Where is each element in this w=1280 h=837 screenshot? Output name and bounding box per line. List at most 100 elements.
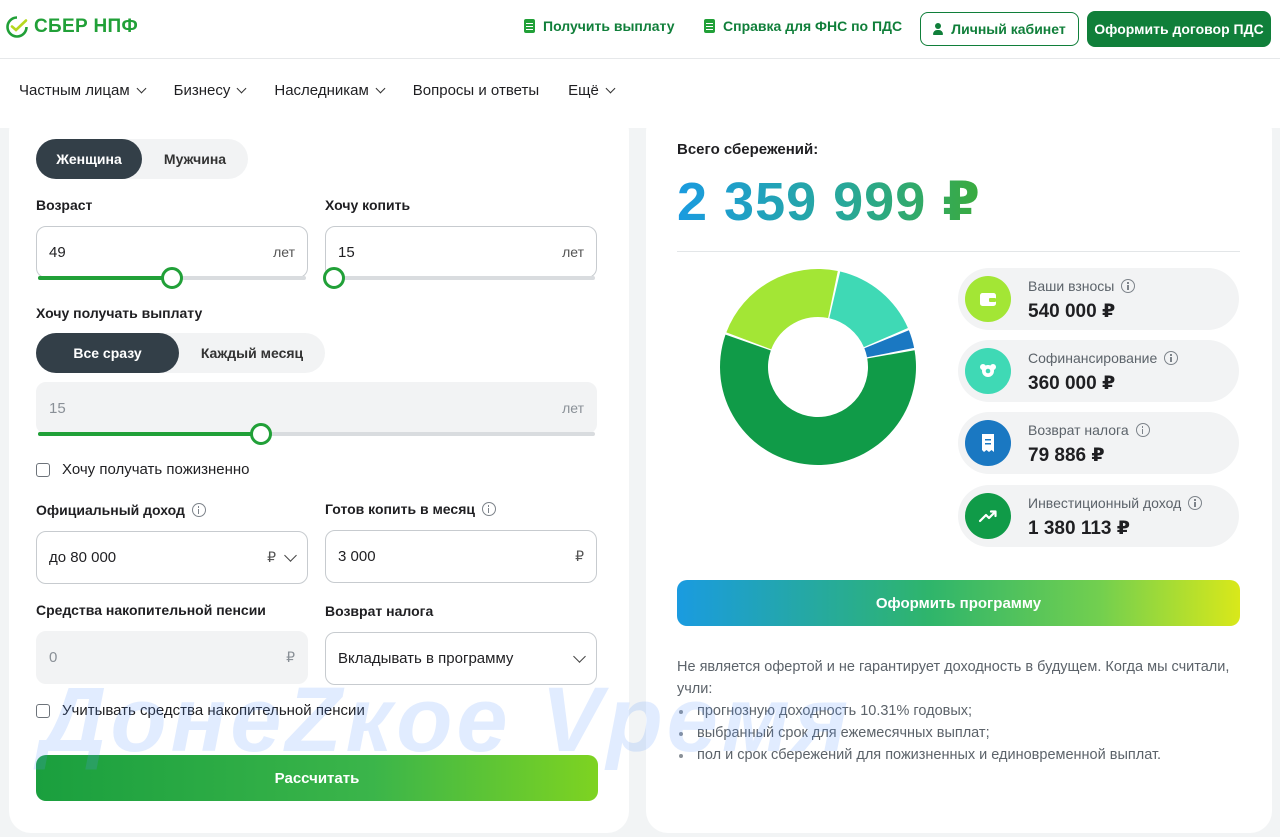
nav-label: Вопросы и ответы <box>412 82 540 99</box>
nav-item-heirs[interactable]: Наследникам <box>274 82 386 99</box>
stat-value: 79 886 ₽ <box>1028 445 1105 466</box>
fns-certificate-label: Справка для ФНС по ПДС <box>723 18 903 34</box>
pension-funds-input[interactable]: 0 ₽ <box>36 631 308 684</box>
chevron-down-icon <box>136 83 147 94</box>
income-label-text: Официальный доход <box>36 502 185 518</box>
disclaimer-intro: Не является офертой и не гарантирует дох… <box>677 659 1230 697</box>
get-payout-label: Получить выплату <box>543 18 675 34</box>
tax-return-select[interactable]: Вкладывать в программу <box>325 632 597 685</box>
nav-label: Частным лицам <box>19 82 130 99</box>
disclaimer-item: пол и срок сбережений для пожизненных и … <box>677 744 1237 766</box>
pension-funds-label: Средства накопительной пенсии <box>36 602 266 618</box>
lifetime-checkbox-label: Хочу получать пожизненно <box>62 461 250 478</box>
stat-label-text: Возврат налога <box>1028 422 1129 438</box>
stat-value: 540 000 ₽ <box>1028 301 1116 322</box>
income-currency: ₽ <box>267 549 276 565</box>
age-slider-fill <box>38 276 172 280</box>
save-years-slider-track[interactable] <box>327 276 595 280</box>
pension-checkbox-box[interactable] <box>36 703 50 718</box>
contract-button[interactable]: Оформить договор ПДС <box>1087 11 1271 47</box>
age-slider-handle[interactable] <box>161 267 183 289</box>
gender-male-option[interactable]: Мужчина <box>163 151 227 167</box>
gender-female-option[interactable]: Женщина <box>36 139 142 179</box>
stat-label: Софинансирование <box>1028 350 1179 366</box>
income-value: до 80 000 <box>49 549 117 566</box>
info-icon[interactable] <box>1164 351 1179 365</box>
info-icon[interactable] <box>1121 279 1136 293</box>
nav-item-faq[interactable]: Вопросы и ответы <box>413 82 539 99</box>
income-suffix: ₽ <box>267 548 297 566</box>
payout-lump-sum-option[interactable]: Все сразу <box>36 333 179 373</box>
payout-years-value: 15 <box>49 399 66 417</box>
info-icon[interactable] <box>1188 496 1203 510</box>
donut-slice-investment <box>720 334 916 466</box>
wallet-icon <box>965 276 1011 322</box>
tax-return-label: Возврат налога <box>325 603 433 619</box>
save-years-slider-handle[interactable] <box>323 267 345 289</box>
lifetime-checkbox-box[interactable] <box>36 462 50 477</box>
chevron-down-icon <box>236 83 247 94</box>
payout-years-unit: лет <box>562 400 584 416</box>
save-years-input[interactable]: 15 лет <box>325 226 597 278</box>
save-years-unit: лет <box>562 244 584 260</box>
payout-years-input[interactable]: 15 лет <box>36 382 597 434</box>
pension-checkbox-label: Учитывать средства накопительной пенсии <box>62 702 365 719</box>
receipt-icon <box>965 420 1011 466</box>
disclaimer-list: прогнозную доходность 10.31% годовых; вы… <box>677 700 1237 766</box>
chevron-down-icon <box>605 83 616 94</box>
fns-certificate-link[interactable]: Справка для ФНС по ПДС <box>704 18 902 34</box>
stat-label-text: Инвестиционный доход <box>1028 495 1182 511</box>
stat-value: 1 380 113 ₽ <box>1028 518 1130 539</box>
nav-label: Бизнесу <box>173 82 231 99</box>
lifetime-checkbox[interactable]: Хочу получать пожизненно <box>36 461 250 478</box>
apply-program-button[interactable]: Оформить программу <box>677 580 1240 626</box>
total-savings-label: Всего сбережений: <box>677 141 819 158</box>
payout-years-slider-track[interactable] <box>38 432 595 436</box>
stat-label: Возврат налога <box>1028 422 1150 438</box>
tax-return-label-text: Возврат налога <box>325 603 434 619</box>
disclaimer-item: выбранный срок для ежемесячных выплат; <box>677 722 1237 744</box>
monthly-input[interactable]: 3 000 ₽ <box>325 530 597 583</box>
stat-label: Ваши взносы <box>1028 278 1136 294</box>
get-payout-link[interactable]: Получить выплату <box>524 18 675 34</box>
chevron-down-icon <box>375 83 386 94</box>
donut-slice-tax-return <box>864 330 915 358</box>
stat-label-text: Ваши взносы <box>1028 278 1115 294</box>
info-icon[interactable] <box>481 502 496 516</box>
income-select[interactable]: до 80 000 ₽ <box>36 531 308 584</box>
monthly-currency: ₽ <box>575 548 584 564</box>
stat-investment-income: Инвестиционный доход 1 380 113 ₽ <box>958 485 1239 547</box>
logo[interactable]: СБЕР НПФ <box>6 16 138 38</box>
income-label: Официальный доход <box>36 502 206 518</box>
pension-checkbox[interactable]: Учитывать средства накопительной пенсии <box>36 702 365 719</box>
tax-return-value: Вкладывать в программу <box>338 650 514 667</box>
chevron-down-icon <box>284 548 297 562</box>
save-years-label: Хочу копить <box>325 197 410 213</box>
payout-years-slider-handle[interactable] <box>250 423 272 445</box>
disclaimer: Не является офертой и не гарантирует дох… <box>677 656 1237 766</box>
personal-cabinet-button[interactable]: Личный кабинет <box>920 12 1079 46</box>
payout-monthly-option[interactable]: Каждый месяц <box>200 345 304 361</box>
site-header: СБЕР НПФ Получить выплату Справка для ФН… <box>0 0 1280 128</box>
pension-funds-value: 0 <box>49 649 58 666</box>
stat-cofinancing: Софинансирование 360 000 ₽ <box>958 340 1239 402</box>
save-years-value: 15 <box>338 243 355 261</box>
nav-label: Наследникам <box>274 82 369 99</box>
total-savings-value: 2 359 999 ₽ <box>677 172 981 232</box>
pension-funds-label-text: Средства накопительной пенсии <box>36 602 266 618</box>
nav-item-more[interactable]: Ещё <box>568 82 616 99</box>
calculate-button[interactable]: Рассчитать <box>36 755 598 801</box>
nav-item-private[interactable]: Частным лицам <box>19 82 147 99</box>
savings-donut-chart <box>720 269 916 466</box>
info-icon[interactable] <box>1135 423 1150 437</box>
info-icon[interactable] <box>191 503 206 517</box>
stat-contributions: Ваши взносы 540 000 ₽ <box>958 268 1239 330</box>
monthly-value: 3 000 <box>338 548 376 565</box>
nav-item-business[interactable]: Бизнесу <box>173 82 247 99</box>
main-nav: Частным лицам Бизнесу Наследникам Вопрос… <box>19 82 643 99</box>
stat-label: Инвестиционный доход <box>1028 495 1203 511</box>
donut-slice-contributions <box>726 269 838 350</box>
save-years-label-text: Хочу копить <box>325 197 411 213</box>
payout-years-slider-fill <box>38 432 261 436</box>
stat-tax-return: Возврат налога 79 886 ₽ <box>958 412 1239 474</box>
